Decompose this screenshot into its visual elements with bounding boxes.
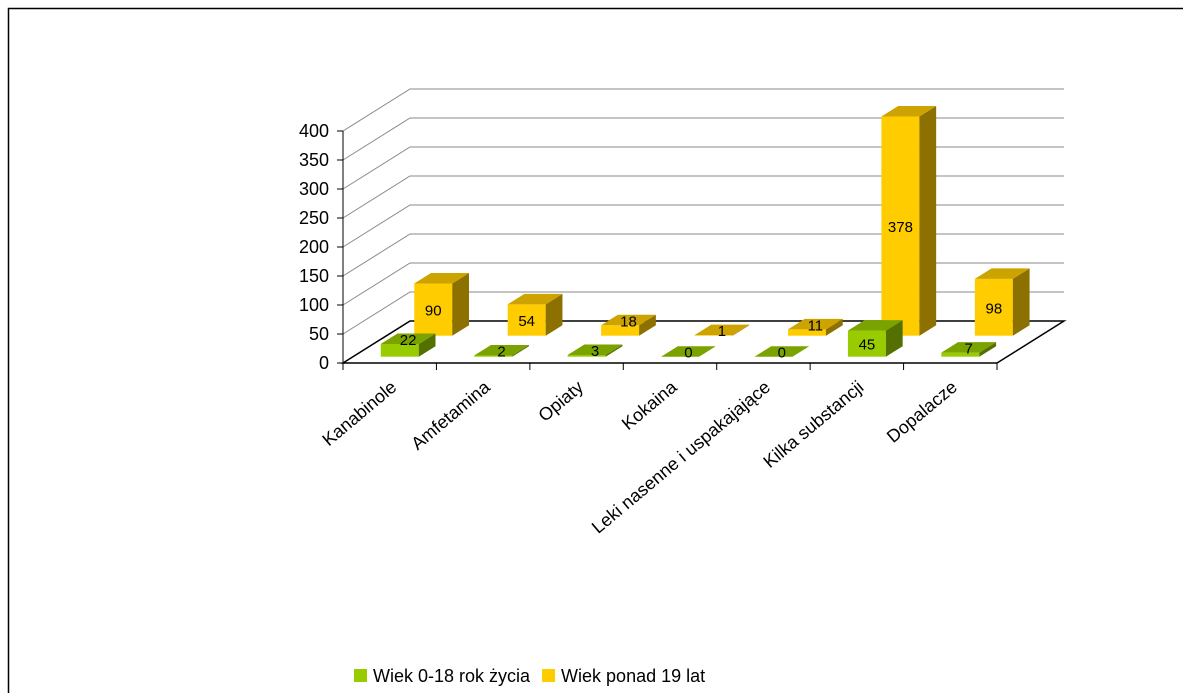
value-label: 98 — [985, 300, 1002, 317]
value-label: 2 — [497, 344, 505, 361]
bar — [975, 268, 1030, 335]
y-tick-label: 200 — [299, 237, 329, 257]
value-label: 1 — [718, 323, 726, 340]
value-label: 0 — [684, 345, 692, 362]
y-tick-label: 150 — [299, 266, 329, 286]
value-label: 11 — [808, 317, 824, 334]
y-tick-label: 0 — [319, 353, 329, 373]
y-tick-label: 250 — [299, 208, 329, 228]
legend-swatch — [354, 669, 367, 682]
value-label: 90 — [425, 303, 442, 320]
bar — [848, 320, 903, 357]
bar-side — [452, 273, 469, 336]
bar — [508, 294, 563, 336]
bar-front — [568, 355, 606, 357]
bar-side — [919, 106, 936, 336]
y-tick-label: 300 — [299, 179, 329, 199]
bar-side — [1013, 268, 1030, 335]
bar-front — [474, 356, 512, 357]
value-label: 22 — [400, 332, 417, 349]
legend-swatch — [542, 669, 555, 682]
value-label: 3 — [591, 343, 599, 360]
value-label: 0 — [778, 345, 786, 362]
value-label: 54 — [518, 313, 535, 330]
bar — [414, 273, 469, 336]
y-tick-label: 100 — [299, 295, 329, 315]
legend-label: Wiek 0-18 rok życia — [373, 666, 531, 686]
bar-front — [695, 335, 733, 336]
value-label: 18 — [620, 313, 637, 330]
legend-label: Wiek ponad 19 lat — [561, 666, 705, 686]
value-label: 7 — [965, 341, 973, 358]
value-label: 378 — [888, 219, 913, 236]
y-tick-label: 400 — [299, 121, 329, 141]
value-label: 45 — [859, 337, 876, 354]
y-tick-label: 350 — [299, 150, 329, 170]
bar-front — [941, 353, 979, 357]
y-tick-label: 50 — [309, 324, 329, 344]
